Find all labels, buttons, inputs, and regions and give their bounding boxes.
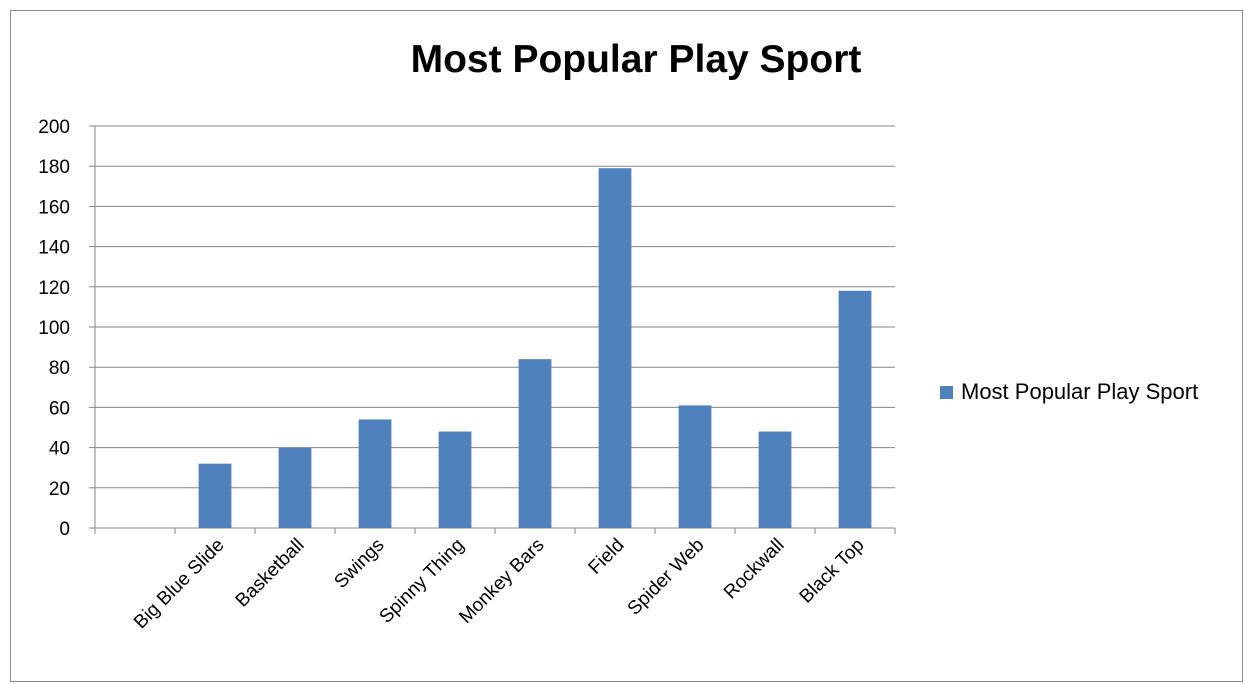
x-tick-label: Field xyxy=(585,535,629,579)
bar xyxy=(358,419,392,528)
y-tick-label: 140 xyxy=(38,238,70,259)
bar xyxy=(678,405,712,528)
legend-swatch xyxy=(940,385,953,399)
y-tick-label: 20 xyxy=(49,479,70,500)
x-tick-label: Swings xyxy=(330,535,388,593)
y-tick-label: 200 xyxy=(38,117,70,138)
x-tick-label: Monkey Bars xyxy=(455,535,548,628)
x-tick-label: Spider Web xyxy=(624,535,709,620)
bar xyxy=(598,168,632,528)
bar xyxy=(438,431,472,528)
bar xyxy=(278,447,312,528)
x-tick-label: Black Top xyxy=(796,535,869,608)
legend: Most Popular Play Sport xyxy=(940,379,1198,405)
y-tick-label: 0 xyxy=(59,519,70,540)
legend-label: Most Popular Play Sport xyxy=(961,379,1199,404)
y-tick-label: 120 xyxy=(38,278,70,299)
chart-title: Most Popular Play Sport xyxy=(410,38,862,81)
y-tick-label: 100 xyxy=(38,318,70,339)
bar xyxy=(838,290,872,528)
y-tick-label: 160 xyxy=(38,197,70,218)
bar xyxy=(198,463,232,528)
x-tick-label: Basketball xyxy=(232,535,309,612)
bar xyxy=(518,359,552,528)
bar xyxy=(758,431,792,528)
x-tick-label: Rockwall xyxy=(720,535,789,604)
y-tick-label: 80 xyxy=(49,358,70,379)
y-tick-label: 60 xyxy=(49,398,70,419)
y-tick-label: 40 xyxy=(49,439,70,460)
x-tick-label: Big Blue Slide xyxy=(130,535,228,633)
y-tick-label: 180 xyxy=(38,157,70,178)
